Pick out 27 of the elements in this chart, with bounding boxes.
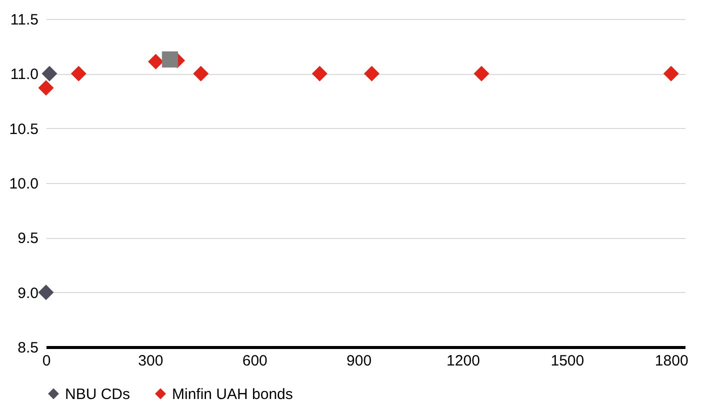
- y-tick-label: 10.0: [9, 176, 38, 192]
- point: [148, 54, 164, 70]
- point: [474, 66, 490, 82]
- y-tick-label: 11.5: [10, 12, 38, 28]
- y-tick-label: 11.0: [10, 66, 38, 84]
- point: [162, 51, 178, 68]
- point: [38, 80, 54, 96]
- x-tick-label: 1800: [654, 352, 688, 370]
- x-tick-label: 300: [138, 352, 164, 370]
- point: [70, 66, 86, 82]
- y-tick-label: 9.0: [18, 284, 38, 302]
- x-tick-label: 600: [242, 352, 268, 370]
- x-tick-label: 1500: [550, 352, 584, 370]
- point: [193, 66, 209, 82]
- x-tick-label: 1200: [446, 352, 480, 370]
- legend-label: Minfin UAH bonds: [172, 386, 293, 403]
- x-tick-label: 0: [42, 352, 51, 370]
- point: [38, 284, 54, 300]
- x-tick-label: 900: [346, 352, 372, 370]
- point: [364, 66, 380, 82]
- point: [312, 66, 328, 82]
- y-tick-label: 9.5: [18, 230, 38, 248]
- y-tick-label: 8.5: [18, 340, 38, 356]
- y-tick-label: 10.5: [9, 120, 38, 138]
- point: [42, 66, 58, 82]
- legend-label: NBU CDs: [65, 386, 130, 403]
- point: [663, 66, 679, 82]
